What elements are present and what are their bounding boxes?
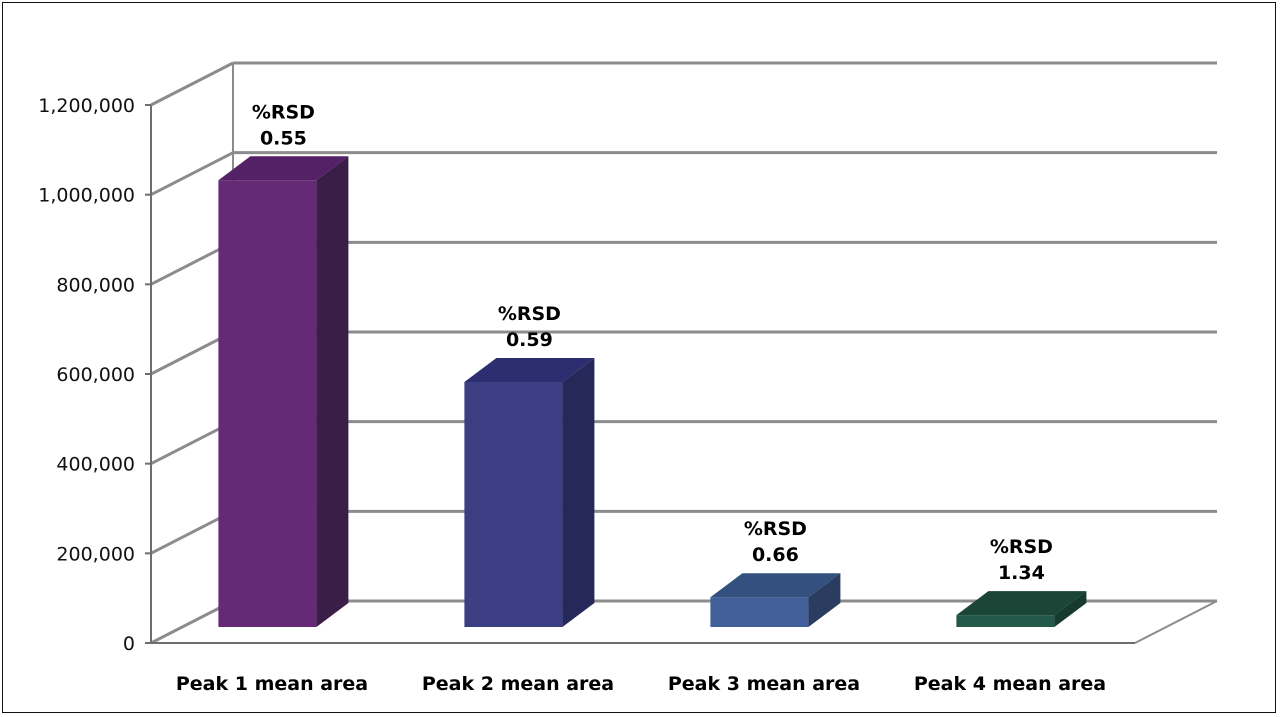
data-labels: %RSD 0.55 %RSD 0.59 %RSD 0.66 %RSD 1.34 (252, 101, 1053, 584)
y-tick-label: 1,000,000 (38, 185, 135, 207)
y-tick-label: 400,000 (56, 454, 135, 476)
data-label-value: 0.55 (260, 127, 307, 149)
y-tick-label: 600,000 (56, 364, 135, 386)
x-category-label: Peak 4 mean area (914, 673, 1106, 695)
data-label-value: 0.59 (506, 329, 553, 351)
bar (710, 573, 841, 627)
bar-side (562, 358, 595, 627)
bar-top (218, 156, 349, 181)
data-label-title: %RSD (252, 101, 315, 123)
data-label-title: %RSD (744, 518, 807, 540)
gridline-diagonal (150, 61, 234, 107)
data-label-title: %RSD (498, 303, 561, 325)
bar-chart: 0 200,000 400,000 600,000 800,000 1,000,… (38, 61, 1218, 695)
bar-layer (218, 156, 1087, 627)
bar (464, 358, 595, 627)
x-category-label: Peak 3 mean area (668, 673, 860, 695)
data-label-value: 0.66 (752, 544, 799, 566)
floor-right-edge (1134, 600, 1218, 644)
bar-top (464, 358, 595, 382)
y-tick-labels: 0 200,000 400,000 600,000 800,000 1,000,… (38, 95, 135, 655)
y-tick-label: 0 (123, 633, 135, 655)
gridline-diagonal (150, 151, 234, 197)
y-tick-label: 800,000 (56, 274, 135, 296)
bar-top (710, 573, 841, 598)
bar-front (710, 597, 809, 627)
x-category-label: Peak 1 mean area (176, 673, 368, 695)
y-tick-label: 200,000 (56, 543, 135, 565)
data-label-title: %RSD (990, 536, 1053, 558)
bar (218, 156, 349, 627)
bar (956, 591, 1087, 627)
bar-top (956, 591, 1087, 616)
x-category-label: Peak 2 mean area (422, 673, 614, 695)
bar-side (808, 573, 841, 627)
data-label-value: 1.34 (998, 562, 1045, 584)
x-category-labels: Peak 1 mean area Peak 2 mean area Peak 3… (176, 673, 1106, 695)
bar-side (1054, 591, 1087, 627)
bar-side (316, 156, 349, 627)
bar-front (218, 180, 317, 627)
bar-front (464, 382, 563, 627)
y-tick-label: 1,200,000 (38, 95, 135, 117)
bar-front (956, 615, 1055, 627)
